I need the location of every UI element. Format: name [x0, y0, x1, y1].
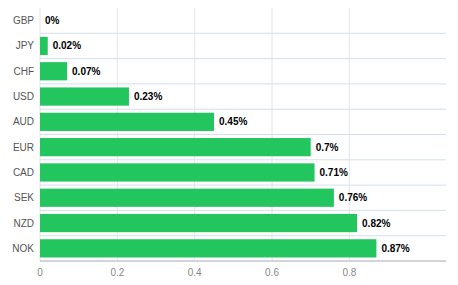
row-separator — [40, 210, 446, 211]
row-separator — [40, 83, 446, 84]
tick-label: 0.6 — [265, 267, 279, 278]
bar — [40, 87, 129, 105]
bar — [40, 113, 214, 131]
category-label: CAD — [13, 167, 34, 178]
x-axis-line — [40, 261, 446, 262]
data-label: 0.7% — [316, 142, 339, 153]
category-label: JPY — [16, 40, 35, 51]
bar — [40, 163, 315, 181]
category-label: EUR — [13, 142, 34, 153]
data-label: 0.07% — [72, 66, 100, 77]
tick-label: 0 — [37, 267, 43, 278]
tick-label: 0.4 — [188, 267, 202, 278]
category-label: SEK — [14, 192, 34, 203]
row-separator — [40, 261, 446, 262]
tick-label: 0.2 — [110, 267, 124, 278]
category-label: USD — [13, 91, 34, 102]
data-label: 0.76% — [339, 192, 367, 203]
data-label: 0% — [45, 15, 60, 26]
row-separator — [40, 33, 446, 34]
row-separator — [40, 159, 446, 160]
bar — [40, 62, 67, 80]
bars — [40, 37, 376, 258]
row-separator — [40, 109, 446, 110]
bar — [40, 239, 376, 257]
separators — [40, 33, 446, 261]
bar — [40, 37, 48, 55]
data-label: 0.23% — [134, 91, 162, 102]
bar — [40, 138, 311, 156]
data-label: 0.02% — [53, 40, 81, 51]
chart: 0 0.2 0.4 0.6 0.8 NOK NZD SEK CAD EUR AUD USD CHF JPY… — [0, 0, 458, 285]
row-separator — [40, 134, 446, 135]
bar — [40, 189, 334, 207]
tick-label: 0.8 — [342, 267, 356, 278]
row-separator — [40, 58, 446, 59]
chart-container: 0 0.2 0.4 0.6 0.8 NOK NZD SEK CAD EUR AUD USD CHF JPY… — [0, 0, 458, 285]
category-label: NOK — [12, 243, 34, 254]
data-label: 0.71% — [320, 167, 348, 178]
category-label: CHF — [13, 66, 34, 77]
category-label: NZD — [13, 218, 34, 229]
bar — [40, 12, 41, 30]
category-label: GBP — [13, 15, 34, 26]
category-label: AUD — [13, 116, 34, 127]
bar — [40, 214, 357, 232]
row-separator — [40, 235, 446, 236]
data-label: 0.87% — [381, 243, 409, 254]
data-label: 0.45% — [219, 116, 247, 127]
row-separator — [40, 185, 446, 186]
data-label: 0.82% — [362, 218, 390, 229]
